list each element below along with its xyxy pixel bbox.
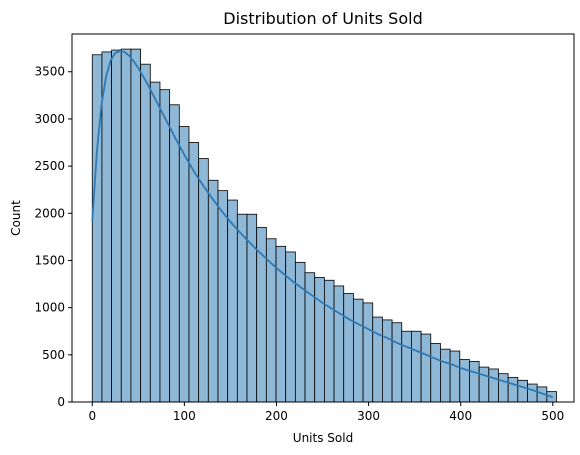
- histogram-bar: [459, 359, 470, 403]
- histogram-bar: [159, 89, 171, 403]
- histogram-bar: [140, 63, 151, 403]
- y-tick-label: 3500: [34, 65, 65, 79]
- x-tick-label: 100: [173, 409, 196, 423]
- histogram-bar: [217, 190, 229, 403]
- histogram-bar: [101, 51, 113, 403]
- histogram-bar: [149, 81, 161, 403]
- histogram-bar: [120, 48, 132, 403]
- histogram-bar: [507, 377, 519, 403]
- histogram-bar: [469, 361, 480, 403]
- histogram-bar: [411, 330, 422, 403]
- histogram-bar: [227, 199, 238, 403]
- histogram-bar: [527, 383, 538, 403]
- y-tick-label: 0: [57, 395, 65, 409]
- histogram-bar: [517, 379, 528, 403]
- histogram-bar: [188, 142, 200, 403]
- kde-curve: [91, 50, 554, 399]
- histogram-bar: [294, 261, 306, 403]
- y-axis-label: Count: [9, 200, 23, 236]
- histogram-bar: [343, 293, 354, 403]
- y-tick-label: 3000: [34, 112, 65, 126]
- x-tick-label: 400: [449, 409, 472, 423]
- histogram-bar: [130, 48, 142, 403]
- x-tick-label: 300: [357, 409, 380, 423]
- histogram-bar: [372, 316, 383, 403]
- histogram-bar: [198, 158, 209, 403]
- y-tick-label: 500: [42, 348, 65, 362]
- x-tick-label: 0: [88, 409, 96, 423]
- histogram-bar: [382, 319, 393, 403]
- y-tick-label: 2500: [34, 159, 65, 173]
- histogram-bar: [430, 343, 441, 403]
- histogram-bar: [169, 104, 180, 403]
- histogram-bar: [323, 279, 335, 403]
- histogram-bar: [178, 126, 190, 403]
- histogram-bar: [207, 179, 219, 403]
- histogram-bar: [285, 251, 296, 403]
- y-axis-ticks: 0 500 1000 1500 2000 2500 3000 3500: [34, 65, 72, 409]
- histogram-bar: [352, 298, 364, 403]
- histogram-bar: [420, 333, 432, 403]
- plot-frame: [71, 33, 575, 403]
- histogram-bar: [236, 213, 248, 403]
- y-tick-label: 1500: [34, 253, 65, 267]
- x-axis-ticks: 0 100 200 300 400 500: [88, 402, 564, 423]
- histogram-bar: [333, 285, 345, 403]
- histogram-bars: [91, 48, 557, 403]
- histogram-bar: [488, 368, 499, 403]
- x-tick-label: 500: [541, 409, 564, 423]
- histogram-bar: [391, 322, 403, 403]
- histogram-bar: [314, 277, 325, 403]
- chart-title: Distribution of Units Sold: [223, 9, 422, 28]
- histogram-bar: [449, 350, 461, 403]
- y-tick-label: 2000: [34, 206, 65, 220]
- histogram-bar: [440, 348, 451, 403]
- histogram-bar: [498, 373, 509, 403]
- histogram-bar: [401, 330, 412, 403]
- x-axis-label: Units Sold: [293, 431, 353, 445]
- histogram-bar: [362, 302, 374, 403]
- x-tick-label: 200: [265, 409, 288, 423]
- y-tick-label: 1000: [34, 301, 65, 315]
- histogram-bar: [111, 49, 122, 403]
- histogram-bar: [478, 366, 490, 403]
